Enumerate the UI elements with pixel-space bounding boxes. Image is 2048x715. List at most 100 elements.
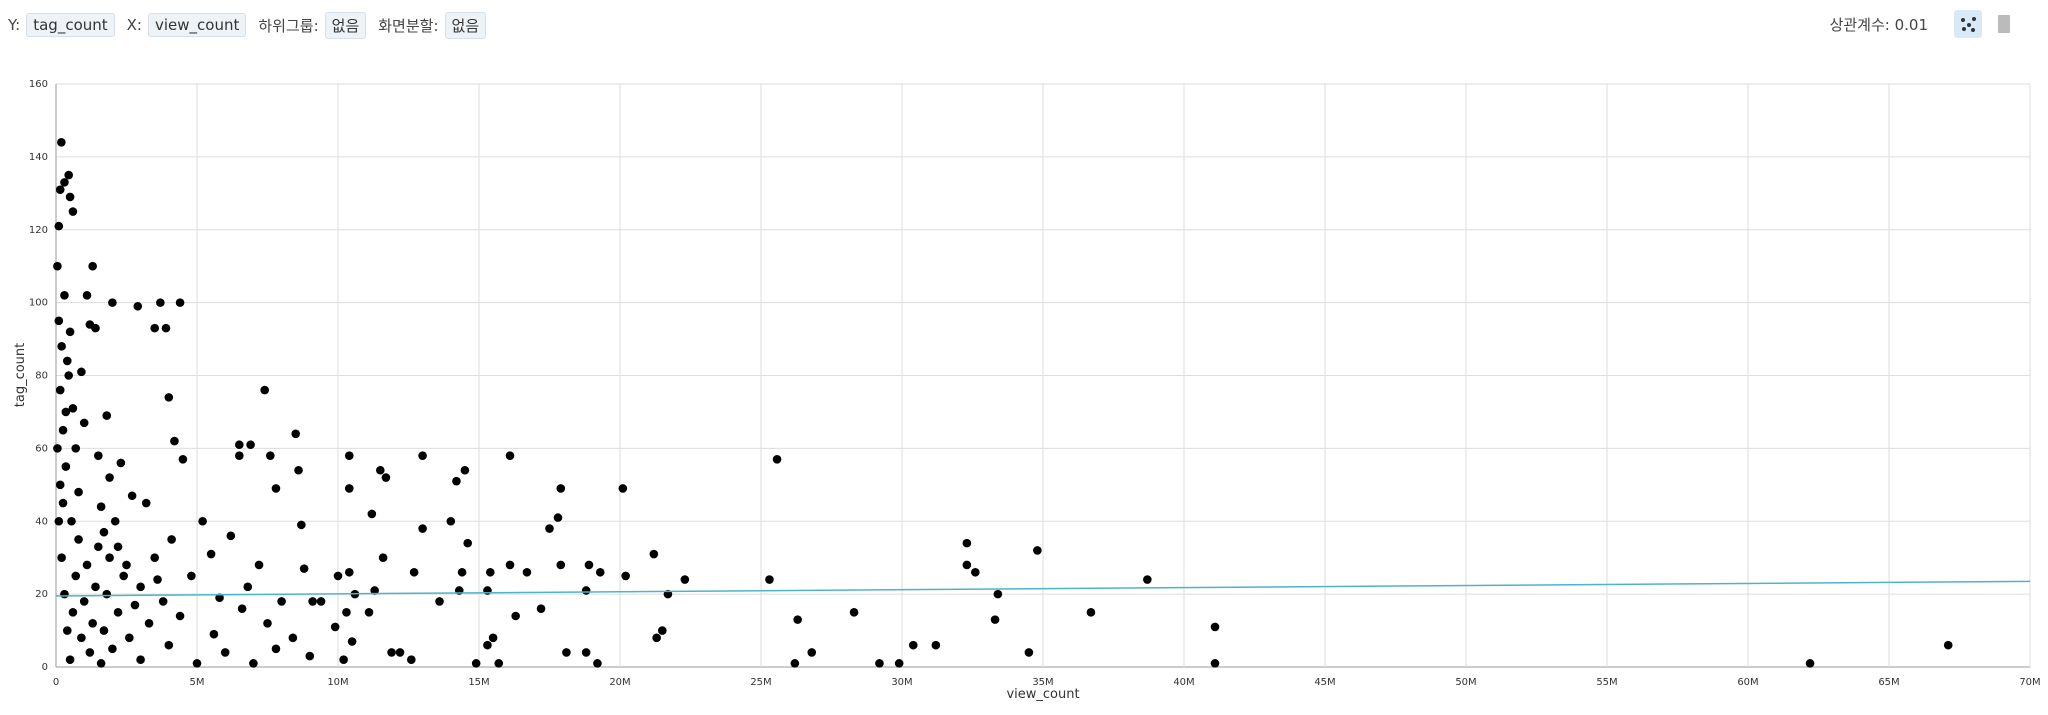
point [387, 648, 396, 657]
point [381, 473, 391, 482]
point [85, 320, 95, 329]
point [60, 178, 69, 187]
point [962, 538, 972, 548]
point [158, 597, 168, 606]
point [536, 604, 546, 613]
point [175, 611, 185, 621]
point [266, 451, 275, 460]
point [74, 535, 83, 544]
point [452, 476, 461, 486]
point [108, 644, 117, 654]
point [618, 484, 628, 493]
point [418, 524, 427, 533]
point [556, 560, 566, 570]
point [483, 586, 492, 595]
x-tick-label: 60M [1737, 677, 1758, 688]
point [271, 644, 281, 654]
point [65, 655, 75, 665]
field-chip[interactable]: 없음 [444, 11, 487, 39]
point [364, 608, 374, 617]
point [226, 531, 236, 541]
point [254, 560, 264, 570]
point [167, 535, 176, 544]
point [1024, 648, 1034, 657]
point [108, 298, 117, 307]
point [505, 560, 515, 570]
point [53, 444, 62, 453]
point [105, 473, 114, 482]
label: 하위그룹: [258, 16, 319, 35]
point [235, 451, 244, 460]
scatter-view-button[interactable] [1954, 10, 1982, 38]
point [418, 451, 427, 460]
point [291, 429, 301, 439]
point [133, 301, 143, 311]
point [209, 629, 219, 639]
point [1086, 608, 1096, 617]
point [54, 221, 64, 231]
point [164, 640, 174, 650]
point [110, 516, 120, 526]
point [347, 637, 357, 646]
point [68, 403, 78, 413]
point [460, 465, 470, 475]
x-tick-label: 10M [327, 677, 348, 688]
point [88, 261, 97, 271]
point [511, 611, 520, 621]
point [299, 564, 309, 573]
y-tick-label: 0 [42, 662, 48, 673]
point [370, 586, 379, 595]
point [1143, 575, 1152, 584]
field-chip[interactable]: 없음 [324, 11, 367, 39]
point [74, 487, 83, 497]
table-view-button[interactable] [1990, 10, 2018, 38]
point [581, 648, 591, 657]
point [545, 524, 554, 533]
x-tick-label: 45M [1314, 677, 1335, 688]
point [57, 553, 66, 562]
field-chip[interactable]: tag_count [26, 13, 115, 37]
point [60, 291, 69, 300]
point [61, 407, 71, 417]
point [156, 298, 165, 307]
point [260, 385, 269, 395]
point [237, 604, 247, 613]
field-chip[interactable]: view_count [148, 13, 247, 37]
point [105, 553, 114, 562]
point [170, 436, 179, 446]
point [246, 440, 255, 450]
y-tick-label: 20 [35, 589, 48, 600]
y-axis-title: tag_count [13, 343, 28, 408]
view-toggle [1954, 10, 2018, 38]
point [344, 567, 354, 577]
point [649, 549, 659, 559]
point [55, 385, 65, 395]
point [454, 586, 464, 595]
point [91, 582, 100, 592]
point [150, 553, 159, 562]
point [102, 589, 112, 599]
point [187, 571, 196, 581]
point [79, 597, 89, 606]
point [494, 659, 504, 668]
correlation: 상관계수: 0.01 [1829, 16, 1928, 34]
x-tick-label: 35M [1032, 677, 1053, 688]
point [150, 323, 159, 333]
point [79, 418, 89, 428]
point [136, 582, 145, 592]
point [61, 462, 71, 471]
x-tick-label: 0 [53, 677, 59, 688]
point [407, 655, 416, 665]
point [556, 484, 566, 493]
point [908, 640, 918, 650]
point [562, 648, 571, 657]
y-tick-label: 100 [29, 298, 48, 309]
y-tick-label: 40 [35, 516, 48, 527]
point [249, 659, 258, 668]
point [57, 342, 66, 351]
point [215, 593, 224, 603]
point [53, 261, 62, 271]
point [153, 575, 162, 584]
point [235, 440, 244, 450]
